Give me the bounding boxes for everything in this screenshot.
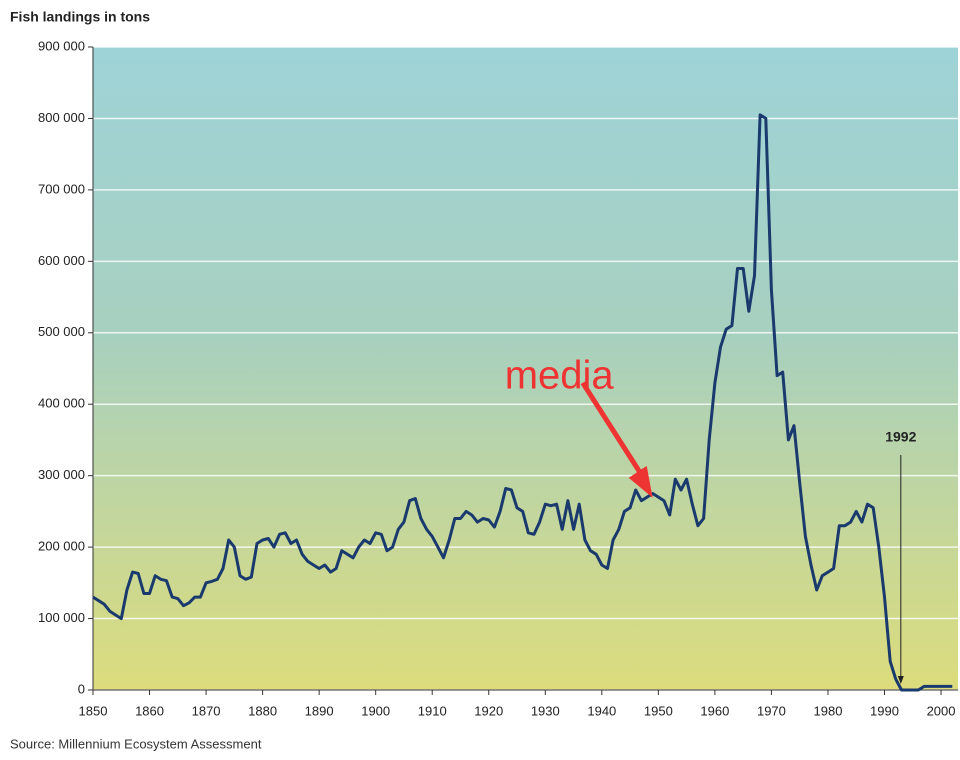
x-tick-label: 1920 bbox=[474, 703, 503, 718]
x-tick-label: 1990 bbox=[870, 703, 899, 718]
x-tick-label: 1850 bbox=[79, 703, 108, 718]
x-tick-label: 1890 bbox=[305, 703, 334, 718]
x-tick-label: 1940 bbox=[587, 703, 616, 718]
y-tick-label: 200 000 bbox=[38, 539, 85, 554]
y-tick-label: 500 000 bbox=[38, 324, 85, 339]
x-tick-label: 1960 bbox=[700, 703, 729, 718]
source: Source: Millennium Ecosystem Assessment bbox=[10, 736, 262, 751]
x-tick-label: 1980 bbox=[814, 703, 843, 718]
data-line bbox=[92, 113, 953, 692]
annotation-text: media bbox=[505, 353, 615, 397]
x-tick-label: 1880 bbox=[248, 703, 277, 718]
y-tick-label: 100 000 bbox=[38, 610, 85, 625]
y-tick-label: 400 000 bbox=[38, 396, 85, 411]
annotation-arrow bbox=[580, 381, 647, 482]
x-tick-label: 1970 bbox=[757, 703, 786, 718]
y-tick-label: 0 bbox=[78, 681, 85, 696]
x-tick-label: 1930 bbox=[531, 703, 560, 718]
y-tick-label: 700 000 bbox=[38, 181, 85, 196]
x-tick-label: 1950 bbox=[644, 703, 673, 718]
x-tick-label: 1910 bbox=[418, 703, 447, 718]
x-tick-label: 2000 bbox=[927, 703, 956, 718]
y-tick-label: 900 000 bbox=[38, 38, 85, 53]
x-tick-label: 1870 bbox=[192, 703, 221, 718]
chart-title: Fish landings in tons bbox=[10, 9, 150, 25]
x-tick-label: 1900 bbox=[361, 703, 390, 718]
y-tick-label: 600 000 bbox=[38, 253, 85, 268]
annotation-arrowhead bbox=[897, 676, 904, 684]
x-tick-label: 1860 bbox=[135, 703, 164, 718]
annotation-text: 1992 bbox=[885, 429, 916, 445]
y-tick-label: 300 000 bbox=[38, 467, 85, 482]
annotation-arrowhead bbox=[628, 465, 653, 498]
y-tick-label: 800 000 bbox=[38, 110, 85, 125]
